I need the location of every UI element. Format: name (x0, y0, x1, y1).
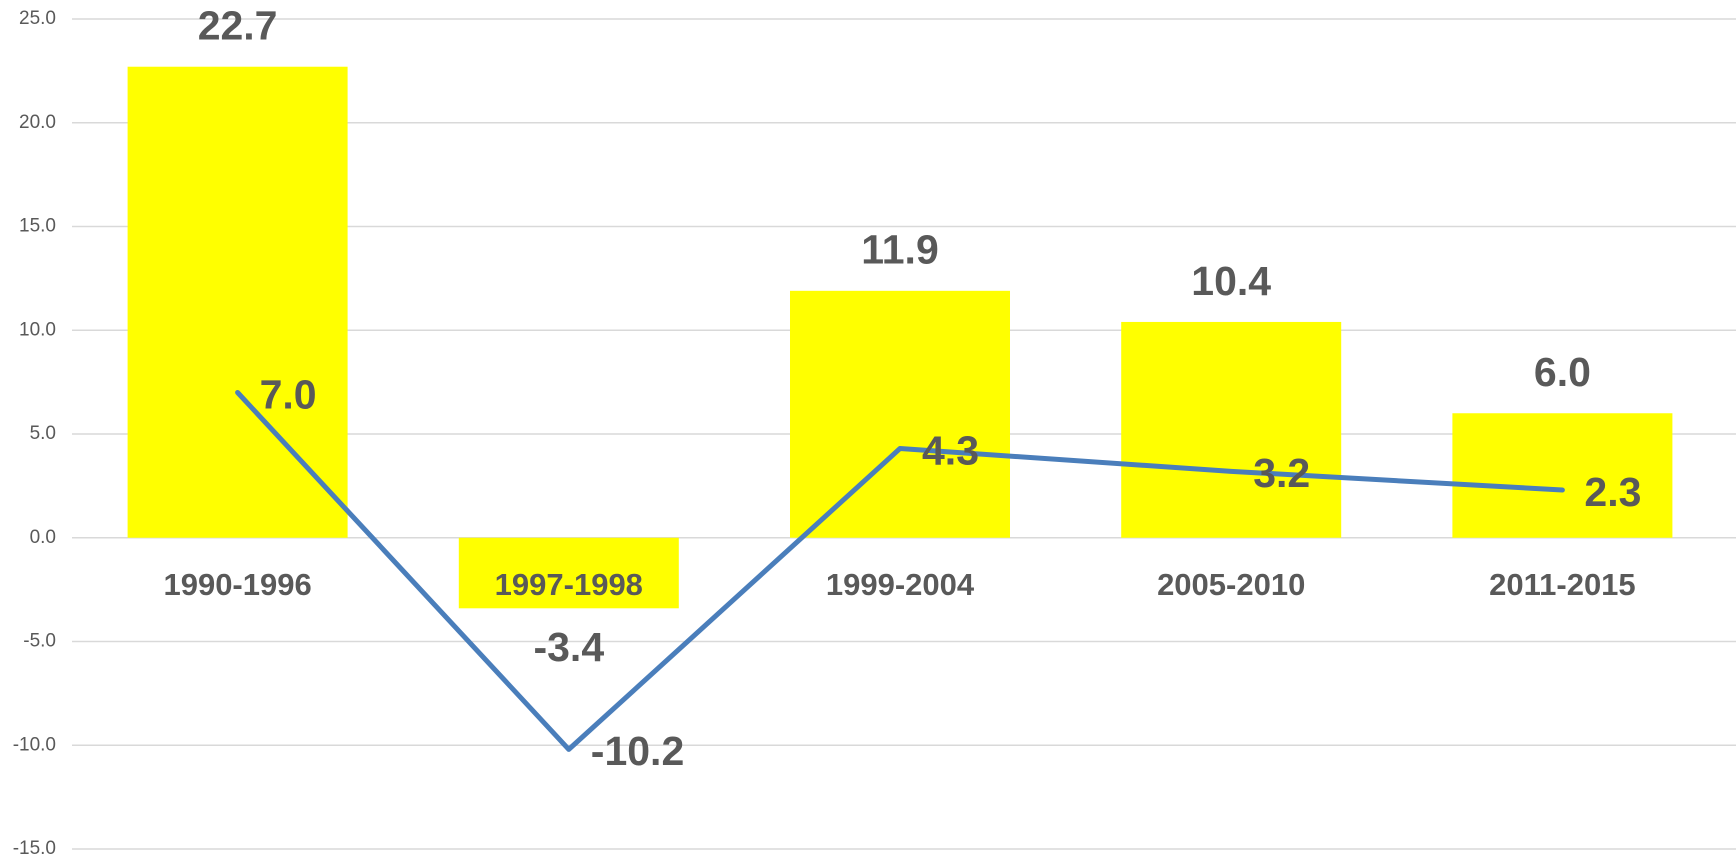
y-tick-label: 25.0 (19, 8, 56, 29)
y-tick-label: -15.0 (13, 838, 56, 858)
y-tick-label: 10.0 (19, 319, 56, 340)
data-label: 10.4 (1191, 258, 1271, 304)
y-tick-label: 20.0 (19, 112, 56, 133)
y-tick-label: 0.0 (30, 527, 56, 548)
x-tick-label: 2011-2015 (1489, 567, 1636, 602)
x-tick-label: 1997-1998 (495, 567, 643, 602)
data-label: 11.9 (861, 227, 939, 273)
data-label: -3.4 (533, 624, 604, 670)
bar (458, 537, 679, 609)
data-label: 3.2 (1253, 450, 1310, 496)
data-label: 4.3 (922, 427, 979, 473)
data-label: 2.3 (1584, 469, 1641, 515)
y-tick-label: -5.0 (23, 631, 56, 652)
data-label: 6.0 (1534, 349, 1591, 395)
bar (1452, 413, 1673, 538)
x-tick-label: 1999-2004 (826, 567, 975, 602)
bar (127, 66, 348, 538)
bar (790, 290, 1010, 538)
x-tick-label: 2005-2010 (1157, 567, 1305, 602)
data-label: 22.7 (198, 3, 278, 49)
data-label: 7.0 (260, 371, 317, 417)
y-tick-label: 5.0 (30, 423, 56, 444)
data-label: -10.2 (591, 728, 684, 774)
x-tick-label: 1990-1996 (163, 567, 311, 602)
line (235, 390, 1565, 752)
y-tick-label: 15.0 (19, 216, 56, 237)
y-tick-label: -10.0 (13, 734, 56, 755)
bar (1121, 321, 1342, 538)
